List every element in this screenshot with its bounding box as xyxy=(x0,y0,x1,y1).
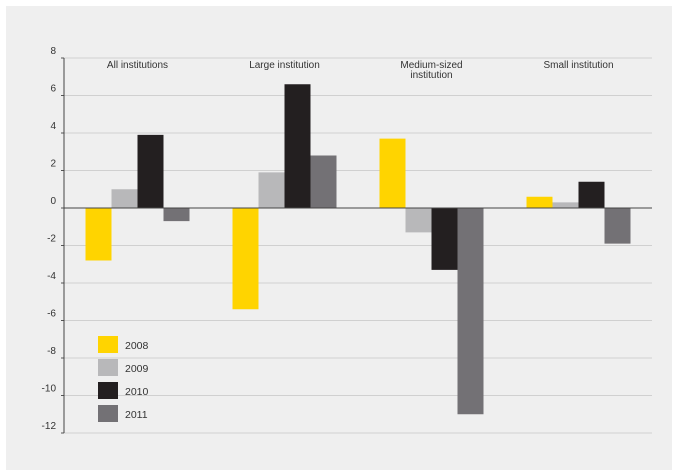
legend-swatch-2010 xyxy=(98,382,118,399)
bar-2011-2 xyxy=(457,208,484,415)
legend-label: 2009 xyxy=(125,363,149,375)
bar-2011-3 xyxy=(604,208,631,244)
y-tick-label: -2 xyxy=(47,234,56,245)
bar-2008-3 xyxy=(526,196,553,208)
y-tick-label: -10 xyxy=(42,384,57,395)
bar-chart: 8 6 4 2 0 -2 -4 -6 -8 -10 -12 All institutions Large… xyxy=(42,46,652,434)
y-tick-label: 2 xyxy=(50,159,56,170)
legend-swatch-2011 xyxy=(98,405,118,422)
y-tick-label: -12 xyxy=(42,421,57,432)
bar-2008-1 xyxy=(232,208,259,310)
y-tick-label: -6 xyxy=(47,309,56,320)
bar-2008-0 xyxy=(85,208,112,261)
bar-2009-3 xyxy=(552,202,579,208)
y-tick-label: 4 xyxy=(50,121,56,132)
bar-2011-0 xyxy=(163,208,190,222)
y-tick-label: 0 xyxy=(50,196,56,207)
bar-2011-1 xyxy=(310,155,337,208)
legend-swatch-2009 xyxy=(98,359,118,376)
legend-label: 2008 xyxy=(125,340,149,352)
bar-2010-0 xyxy=(137,134,164,208)
bar-2010-1 xyxy=(284,84,311,208)
chart-panel: 8 6 4 2 0 -2 -4 -6 -8 -10 -12 All institutions Large… xyxy=(6,6,672,470)
y-tick-label: -8 xyxy=(47,346,56,357)
category-label: Small institution xyxy=(543,60,613,71)
y-tick-label: 6 xyxy=(50,84,56,95)
bar-2010-3 xyxy=(578,181,605,208)
bar-2009-0 xyxy=(111,189,138,208)
legend-label: 2011 xyxy=(125,409,148,421)
bar-2008-2 xyxy=(379,138,406,208)
category-label: All institutions xyxy=(107,60,168,71)
legend-label: 2010 xyxy=(125,386,149,398)
legend-swatch-2008 xyxy=(98,336,118,353)
bar-2009-1 xyxy=(258,172,285,208)
category-label: Large institution xyxy=(249,60,320,71)
y-tick-label: 8 xyxy=(50,46,56,57)
bar-2010-2 xyxy=(431,208,458,270)
bar-2009-2 xyxy=(405,208,432,233)
y-tick-label: -4 xyxy=(47,271,56,282)
category-label: Medium-sized institution xyxy=(400,60,462,81)
